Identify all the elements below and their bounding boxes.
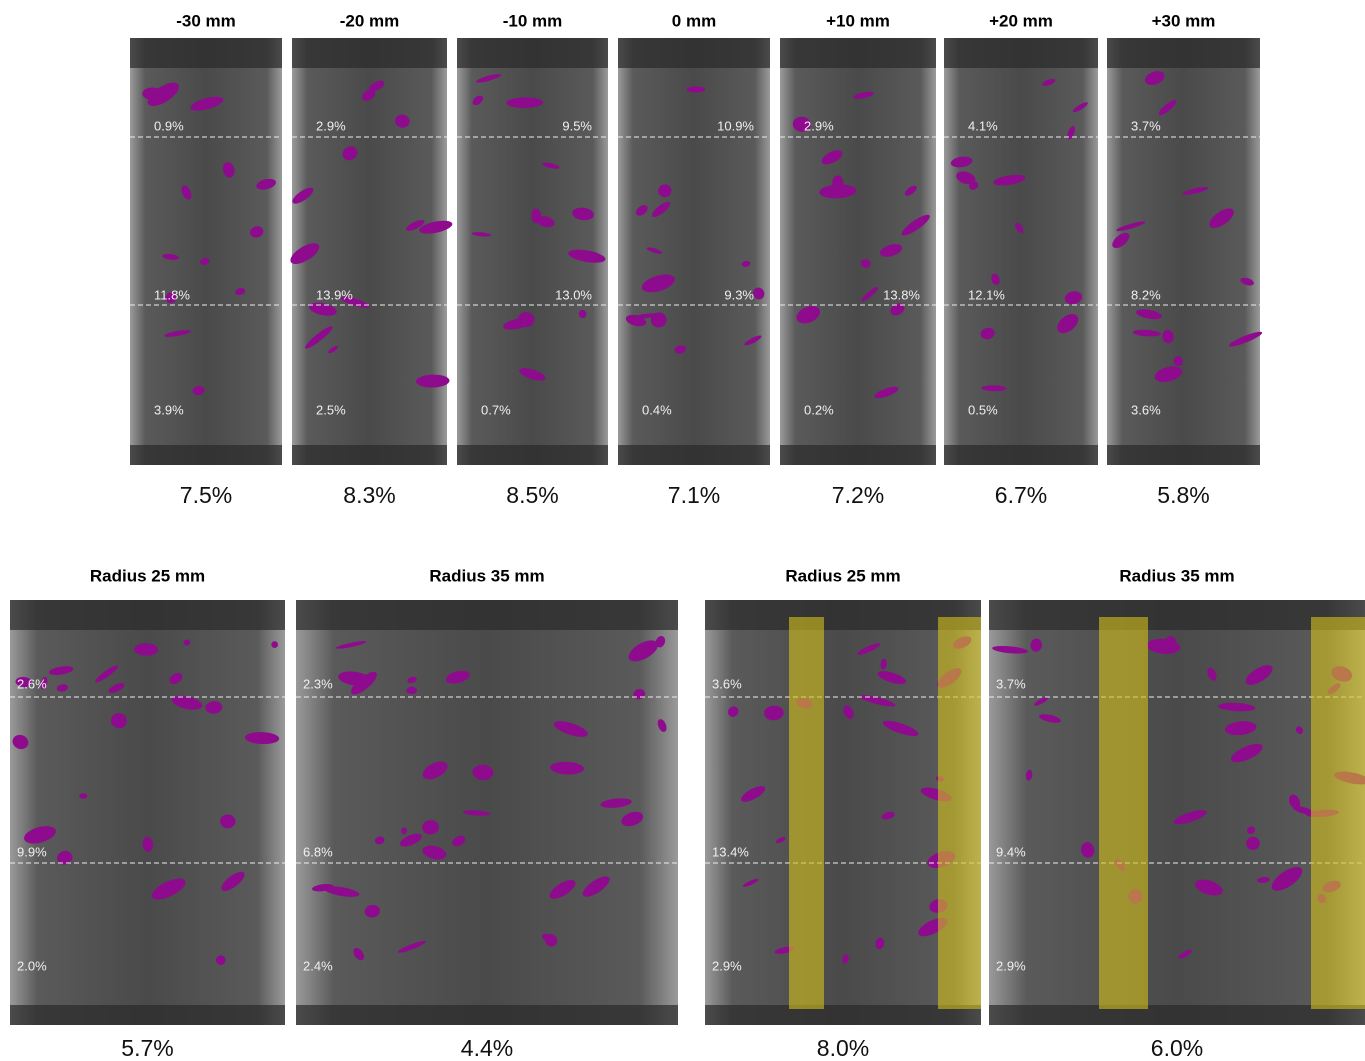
region-fraction: 9.3%: [724, 287, 754, 302]
panel-title: Radius 25 mm: [90, 566, 205, 585]
panel-title: Radius 25 mm: [785, 566, 900, 585]
region-fraction: 2.9%: [712, 958, 742, 973]
ct-cap: [989, 1005, 1365, 1025]
ct-cap: [780, 38, 936, 68]
ct-cap: [944, 38, 1098, 68]
region-fraction: 3.6%: [712, 676, 742, 691]
highlight-band: [1311, 617, 1365, 1009]
ct-cap: [618, 445, 770, 465]
region-fraction: 3.7%: [1131, 118, 1161, 133]
region-fraction: 9.5%: [562, 118, 592, 133]
ct-cap: [944, 445, 1098, 465]
region-fraction: 10.9%: [717, 118, 754, 133]
region-fraction: 11.8%: [154, 287, 190, 302]
panel-title: Radius 35 mm: [1119, 566, 1234, 585]
region-fraction: 2.9%: [316, 118, 346, 133]
ct-cap: [130, 445, 282, 465]
region-fraction: 12.1%: [968, 287, 1005, 302]
region-fraction: 0.2%: [804, 402, 834, 417]
region-fraction: 0.5%: [968, 402, 998, 417]
ct-image: [1107, 38, 1260, 465]
total-fraction: 5.7%: [121, 1035, 173, 1061]
ct-cap: [457, 38, 608, 68]
ct-image: [780, 38, 936, 465]
panel-label: +30 mm: [1152, 11, 1216, 30]
region-fraction: 4.1%: [968, 118, 998, 133]
total-fraction: 6.7%: [995, 482, 1047, 508]
ct-cap: [296, 1005, 678, 1025]
total-fraction: 7.2%: [832, 482, 884, 508]
region-fraction: 9.4%: [996, 844, 1026, 859]
region-fraction: 3.9%: [154, 402, 184, 417]
region-fraction: 2.9%: [804, 118, 834, 133]
ct-cap: [618, 38, 770, 68]
region-fraction: 13.4%: [712, 844, 749, 859]
total-fraction: 7.1%: [668, 482, 720, 508]
region-fraction: 13.0%: [555, 287, 592, 302]
region-fraction: 2.5%: [316, 402, 346, 417]
panel-label: +10 mm: [826, 11, 890, 30]
pore: [1246, 837, 1260, 850]
region-fraction: 13.8%: [883, 287, 920, 302]
ct-cap: [457, 445, 608, 465]
region-fraction: 2.9%: [996, 958, 1026, 973]
panel-label: 0 mm: [672, 11, 716, 30]
total-fraction: 5.8%: [1157, 482, 1209, 508]
pore: [531, 208, 541, 223]
ct-cap: [130, 38, 282, 68]
ct-cap: [10, 600, 285, 630]
ct-cap: [780, 445, 936, 465]
region-fraction: 3.6%: [1131, 402, 1161, 417]
region-fraction: 13.9%: [316, 287, 353, 302]
ct-cap: [292, 38, 447, 68]
panel-label: -30 mm: [176, 11, 236, 30]
region-fraction: 6.8%: [303, 844, 333, 859]
total-fraction: 8.3%: [343, 482, 395, 508]
ct-cap: [989, 600, 1365, 630]
ct-image: [618, 38, 770, 465]
panel-label: -20 mm: [340, 11, 400, 30]
panel-label: +20 mm: [989, 11, 1053, 30]
region-fraction: 2.0%: [17, 958, 47, 973]
ct-image: [944, 38, 1098, 465]
panel-title: Radius 35 mm: [429, 566, 544, 585]
total-fraction: 8.0%: [817, 1035, 869, 1061]
panel-label: -10 mm: [503, 11, 563, 30]
highlight-band: [789, 617, 824, 1009]
ct-cap: [1107, 445, 1260, 465]
highlight-band: [1099, 617, 1148, 1009]
figure: -30 mm 0.9% 11.8% 3.9% 7.5% -20 mm 2.9% 13.9% 2.…: [0, 0, 1365, 1061]
region-fraction: 0.9%: [154, 118, 184, 133]
region-fraction: 0.4%: [642, 402, 672, 417]
highlight-band: [938, 617, 981, 1009]
region-fraction: 2.3%: [303, 676, 333, 691]
ct-image: [10, 600, 285, 1025]
region-fraction: 2.6%: [17, 676, 47, 691]
region-fraction: 3.7%: [996, 676, 1026, 691]
region-fraction: 2.4%: [303, 958, 333, 973]
region-fraction: 9.9%: [17, 844, 47, 859]
region-fraction: 8.2%: [1131, 287, 1161, 302]
ct-cap: [1107, 38, 1260, 68]
region-fraction: 0.7%: [481, 402, 511, 417]
ct-cap: [296, 600, 678, 630]
total-fraction: 7.5%: [180, 482, 232, 508]
total-fraction: 4.4%: [461, 1035, 513, 1061]
ct-cap: [292, 445, 447, 465]
total-fraction: 6.0%: [1151, 1035, 1203, 1061]
ct-cap: [10, 1005, 285, 1025]
total-fraction: 8.5%: [506, 482, 558, 508]
